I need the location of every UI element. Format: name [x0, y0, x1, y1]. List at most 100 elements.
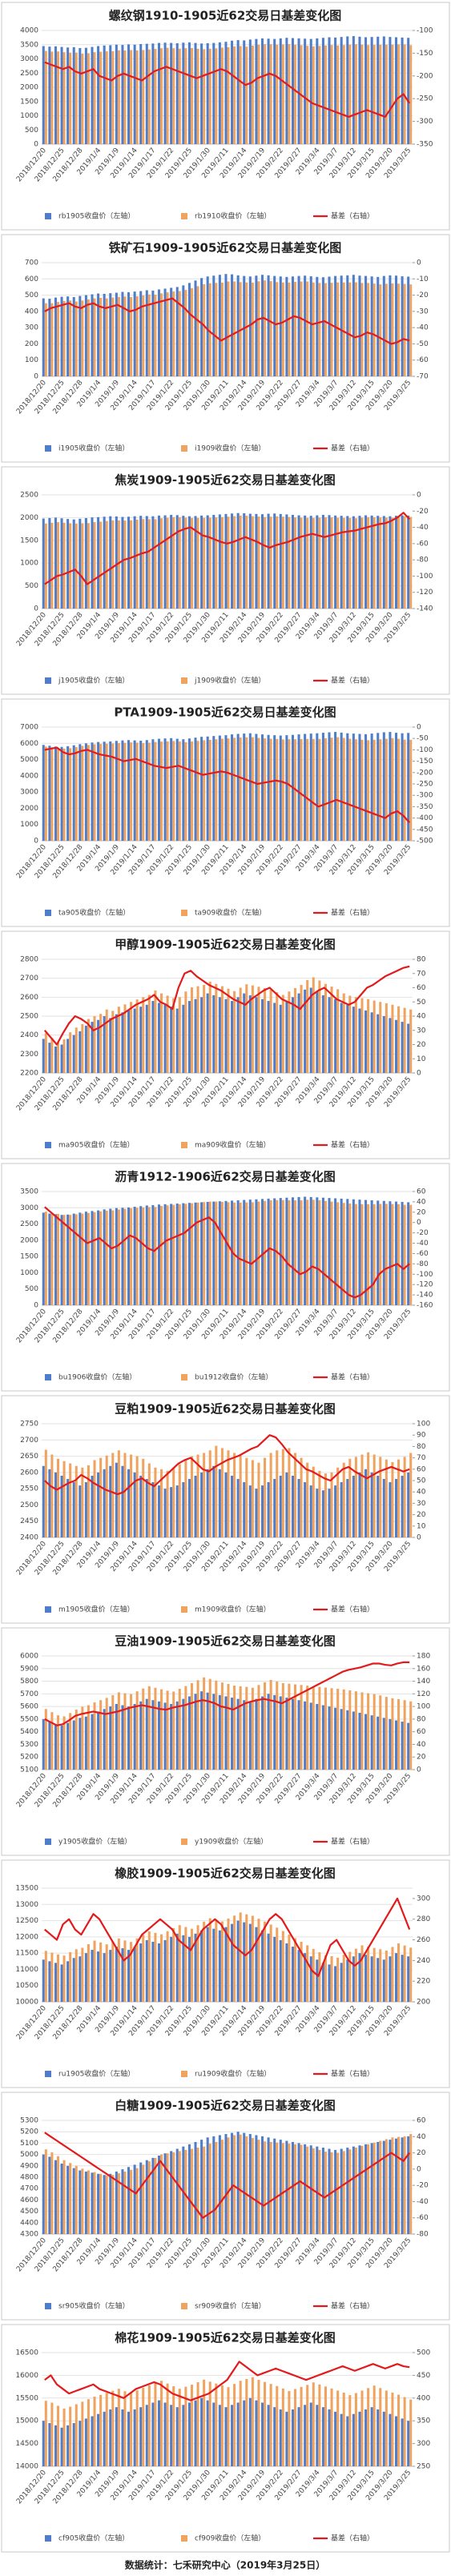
bar — [236, 733, 240, 841]
bar — [175, 2407, 179, 2466]
bar — [206, 1201, 209, 1305]
bar — [130, 1002, 133, 1073]
bar — [377, 36, 380, 145]
bar — [206, 1469, 209, 1537]
bar — [220, 516, 223, 609]
bar — [264, 1921, 267, 2002]
bar — [407, 1722, 410, 1770]
bar — [66, 745, 70, 841]
bar — [111, 1011, 115, 1073]
y2-tick-label: 50 — [417, 999, 426, 1007]
bar — [203, 2379, 206, 2466]
y-tick-label: 600 — [25, 275, 38, 283]
bar — [170, 42, 173, 145]
bar — [255, 1489, 258, 1537]
y2-tick-label: -150 — [417, 758, 433, 766]
y2-tick-label: -140 — [417, 605, 433, 613]
y2-tick-label: 0 — [417, 492, 421, 500]
bar — [279, 2140, 282, 2234]
bar — [261, 999, 264, 1073]
bar — [208, 283, 211, 376]
bar — [166, 292, 169, 376]
bar — [212, 1201, 215, 1305]
bar — [127, 291, 131, 376]
bar — [72, 46, 75, 144]
bar — [279, 1198, 282, 1305]
y-tick-label: 0 — [34, 1302, 38, 1310]
bar — [391, 2392, 394, 2466]
legend-label: i1909收盘价（左轴） — [195, 444, 265, 453]
bar — [251, 2377, 254, 2466]
y2-tick-label: -140 — [417, 1292, 433, 1300]
bar — [321, 2148, 324, 2234]
bar — [103, 1016, 106, 1073]
bar — [372, 45, 376, 145]
bar — [318, 1200, 321, 1305]
bar — [187, 1001, 191, 1073]
bar — [139, 1701, 143, 1770]
bar — [389, 37, 392, 144]
bar — [227, 988, 230, 1073]
bar — [166, 995, 169, 1073]
bar — [255, 275, 258, 376]
bar — [121, 516, 124, 609]
bar — [360, 44, 364, 144]
y-tick-label: 500 — [25, 291, 38, 299]
bar — [121, 1208, 124, 1305]
bar — [281, 1449, 284, 1537]
bar — [178, 1464, 181, 1537]
bar — [184, 741, 187, 841]
y2-tick-label: -100 — [417, 573, 433, 581]
bar — [248, 276, 252, 376]
bar — [328, 1964, 331, 2002]
bar — [377, 2409, 380, 2466]
bar — [187, 516, 191, 609]
bar — [109, 516, 112, 609]
bar — [133, 516, 136, 609]
bar — [403, 1457, 406, 1537]
bar — [379, 517, 382, 609]
bar — [172, 2386, 175, 2466]
legend-label: 基差（右轴） — [331, 676, 374, 685]
bar — [336, 1467, 340, 1537]
bar — [261, 1199, 264, 1305]
bar — [139, 291, 143, 376]
y2-tick-label: -40 — [417, 324, 429, 332]
bar — [367, 516, 370, 609]
bar — [330, 45, 333, 144]
bar — [147, 1686, 151, 1770]
bar — [291, 38, 294, 145]
y-tick-label: 16500 — [15, 2349, 38, 2357]
bar — [121, 1012, 124, 1073]
bar — [123, 50, 127, 145]
bar — [397, 1204, 401, 1305]
y2-tick-label: 20 — [417, 1754, 426, 1762]
legend-label: rb1910收盘价（左轴） — [195, 211, 271, 221]
basis-line — [43, 965, 410, 1046]
bar — [157, 289, 161, 376]
bar — [208, 1450, 211, 1537]
y2-tick-label: 350 — [417, 2417, 430, 2425]
bar — [81, 1947, 84, 2002]
bar — [133, 1947, 136, 2002]
bar — [175, 287, 179, 376]
bar — [248, 2134, 252, 2234]
y-tick-label: 100 — [25, 356, 38, 364]
bar — [127, 516, 131, 609]
bar — [354, 44, 357, 144]
bar — [147, 2385, 151, 2466]
bar — [257, 2140, 260, 2234]
y-tick-label: 4700 — [20, 2185, 38, 2193]
bar — [401, 515, 404, 609]
bar — [54, 1724, 57, 1770]
bar — [316, 1489, 319, 1537]
bar — [170, 737, 173, 841]
bar — [91, 2416, 94, 2466]
bar — [243, 1922, 246, 2002]
bar — [184, 1460, 187, 1537]
bar — [48, 1213, 51, 1305]
bar — [370, 1956, 373, 2002]
bar — [48, 299, 51, 376]
bar — [248, 1923, 252, 2002]
bar — [354, 2148, 357, 2234]
